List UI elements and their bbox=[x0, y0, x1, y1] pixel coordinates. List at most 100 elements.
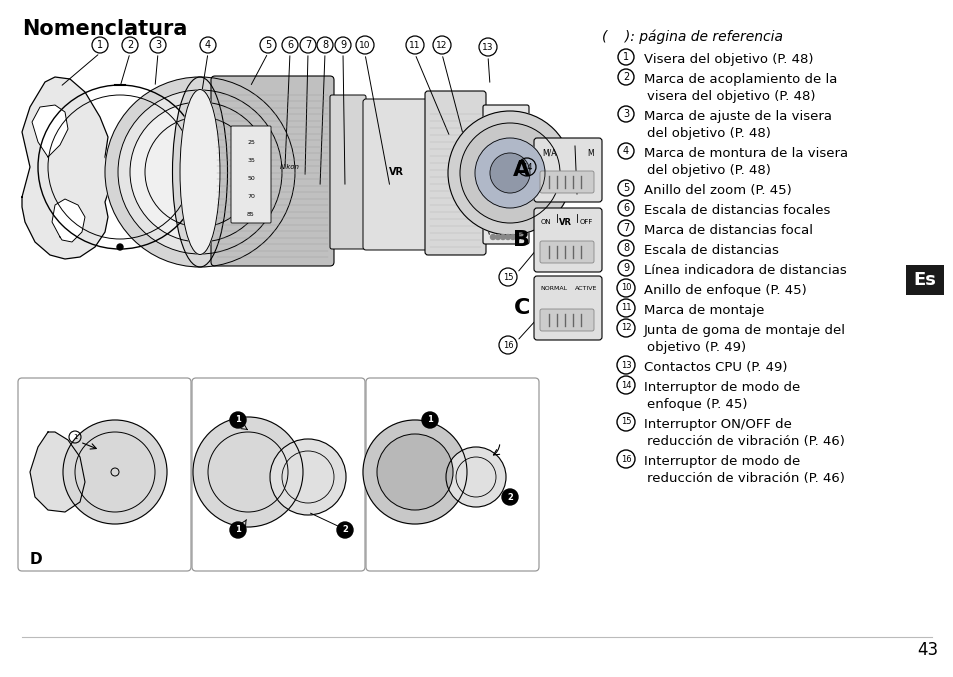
FancyBboxPatch shape bbox=[363, 99, 429, 250]
Circle shape bbox=[230, 412, 246, 428]
FancyBboxPatch shape bbox=[539, 241, 594, 263]
Circle shape bbox=[63, 420, 167, 524]
Text: 4: 4 bbox=[205, 40, 211, 50]
Text: reducción de vibración (P. 46): reducción de vibración (P. 46) bbox=[646, 472, 844, 485]
Text: del objetivo (P. 48): del objetivo (P. 48) bbox=[646, 164, 770, 177]
Text: Marca de montaje: Marca de montaje bbox=[643, 304, 763, 317]
Text: 10: 10 bbox=[359, 41, 371, 49]
Text: objetivo (P. 49): objetivo (P. 49) bbox=[646, 341, 745, 354]
Polygon shape bbox=[32, 105, 68, 157]
FancyBboxPatch shape bbox=[534, 138, 601, 202]
Text: NORMAL: NORMAL bbox=[539, 286, 566, 291]
Text: enfoque (P. 45): enfoque (P. 45) bbox=[646, 398, 747, 411]
Text: 2: 2 bbox=[507, 492, 513, 502]
Text: Visera del objetivo (P. 48): Visera del objetivo (P. 48) bbox=[643, 53, 813, 66]
Text: 11: 11 bbox=[620, 303, 631, 313]
Text: C: C bbox=[513, 298, 530, 318]
Text: 14: 14 bbox=[620, 380, 631, 389]
FancyBboxPatch shape bbox=[18, 378, 191, 571]
Text: 50: 50 bbox=[247, 175, 254, 181]
Text: 2: 2 bbox=[342, 525, 348, 535]
Circle shape bbox=[515, 234, 520, 240]
Text: ON: ON bbox=[540, 219, 551, 225]
Circle shape bbox=[501, 489, 517, 505]
Text: 3: 3 bbox=[154, 40, 161, 50]
Circle shape bbox=[495, 234, 500, 240]
Text: 16: 16 bbox=[620, 454, 631, 464]
Text: Junta de goma de montaje del: Junta de goma de montaje del bbox=[643, 324, 845, 337]
Text: M: M bbox=[586, 149, 593, 158]
Circle shape bbox=[105, 77, 294, 267]
Text: 25: 25 bbox=[247, 139, 254, 144]
Text: 4: 4 bbox=[622, 146, 628, 156]
Circle shape bbox=[363, 420, 467, 524]
Text: 9: 9 bbox=[339, 40, 346, 50]
Text: A: A bbox=[512, 160, 530, 180]
Text: 14: 14 bbox=[521, 162, 532, 171]
Text: reducción de vibración (P. 46): reducción de vibración (P. 46) bbox=[646, 435, 844, 448]
Text: 13: 13 bbox=[620, 360, 631, 370]
Polygon shape bbox=[22, 77, 112, 259]
Circle shape bbox=[376, 434, 453, 510]
Circle shape bbox=[448, 111, 572, 235]
Text: Anillo del zoom (P. 45): Anillo del zoom (P. 45) bbox=[643, 184, 791, 197]
FancyBboxPatch shape bbox=[366, 378, 538, 571]
Text: 16: 16 bbox=[502, 341, 513, 349]
Text: M/A: M/A bbox=[541, 149, 556, 158]
Text: Marca de ajuste de la visera: Marca de ajuste de la visera bbox=[643, 110, 831, 123]
FancyBboxPatch shape bbox=[192, 378, 365, 571]
Circle shape bbox=[117, 244, 123, 250]
Text: 10: 10 bbox=[620, 284, 631, 292]
Ellipse shape bbox=[172, 77, 227, 267]
FancyBboxPatch shape bbox=[211, 76, 334, 266]
Text: del objetivo (P. 48): del objetivo (P. 48) bbox=[646, 127, 770, 140]
Ellipse shape bbox=[180, 89, 220, 255]
FancyBboxPatch shape bbox=[534, 276, 601, 340]
Text: 15: 15 bbox=[620, 418, 631, 427]
Text: 2: 2 bbox=[127, 40, 133, 50]
Text: 11: 11 bbox=[409, 41, 420, 49]
Circle shape bbox=[500, 234, 505, 240]
FancyBboxPatch shape bbox=[330, 95, 366, 249]
Circle shape bbox=[490, 153, 530, 193]
Text: 7: 7 bbox=[622, 223, 628, 233]
Polygon shape bbox=[30, 432, 85, 512]
Text: Nomenclatura: Nomenclatura bbox=[22, 19, 187, 39]
Text: Interruptor ON/OFF de: Interruptor ON/OFF de bbox=[643, 418, 791, 431]
Text: 7: 7 bbox=[305, 40, 311, 50]
Text: VR: VR bbox=[558, 218, 572, 227]
Circle shape bbox=[118, 90, 282, 254]
FancyBboxPatch shape bbox=[905, 265, 943, 295]
Text: 1: 1 bbox=[97, 40, 103, 50]
Text: Interruptor de modo de: Interruptor de modo de bbox=[643, 455, 800, 468]
Circle shape bbox=[270, 439, 346, 515]
Text: 5: 5 bbox=[622, 183, 628, 193]
Text: 9: 9 bbox=[622, 263, 628, 273]
FancyBboxPatch shape bbox=[424, 91, 485, 255]
Text: 70: 70 bbox=[247, 194, 254, 198]
Text: 85: 85 bbox=[247, 211, 254, 217]
Text: OFF: OFF bbox=[579, 219, 593, 225]
Text: visera del objetivo (P. 48): visera del objetivo (P. 48) bbox=[646, 90, 815, 103]
Text: B: B bbox=[513, 230, 530, 250]
Circle shape bbox=[130, 102, 270, 242]
Circle shape bbox=[193, 417, 303, 527]
Circle shape bbox=[510, 234, 515, 240]
Text: 1: 1 bbox=[427, 416, 433, 424]
Circle shape bbox=[475, 138, 544, 208]
Text: Escala de distancias focales: Escala de distancias focales bbox=[643, 204, 829, 217]
Text: 12: 12 bbox=[436, 41, 447, 49]
Text: 1: 1 bbox=[234, 416, 241, 424]
Circle shape bbox=[505, 234, 510, 240]
Text: 6: 6 bbox=[622, 203, 628, 213]
Text: 8: 8 bbox=[622, 243, 628, 253]
Text: Es: Es bbox=[913, 271, 936, 289]
Circle shape bbox=[421, 412, 437, 428]
Text: Línea indicadora de distancias: Línea indicadora de distancias bbox=[643, 264, 846, 277]
Circle shape bbox=[230, 522, 246, 538]
Text: Anillo de enfoque (P. 45): Anillo de enfoque (P. 45) bbox=[643, 284, 806, 297]
Circle shape bbox=[520, 234, 525, 240]
Circle shape bbox=[490, 234, 495, 240]
Circle shape bbox=[446, 447, 505, 507]
Text: 1: 1 bbox=[622, 52, 628, 62]
